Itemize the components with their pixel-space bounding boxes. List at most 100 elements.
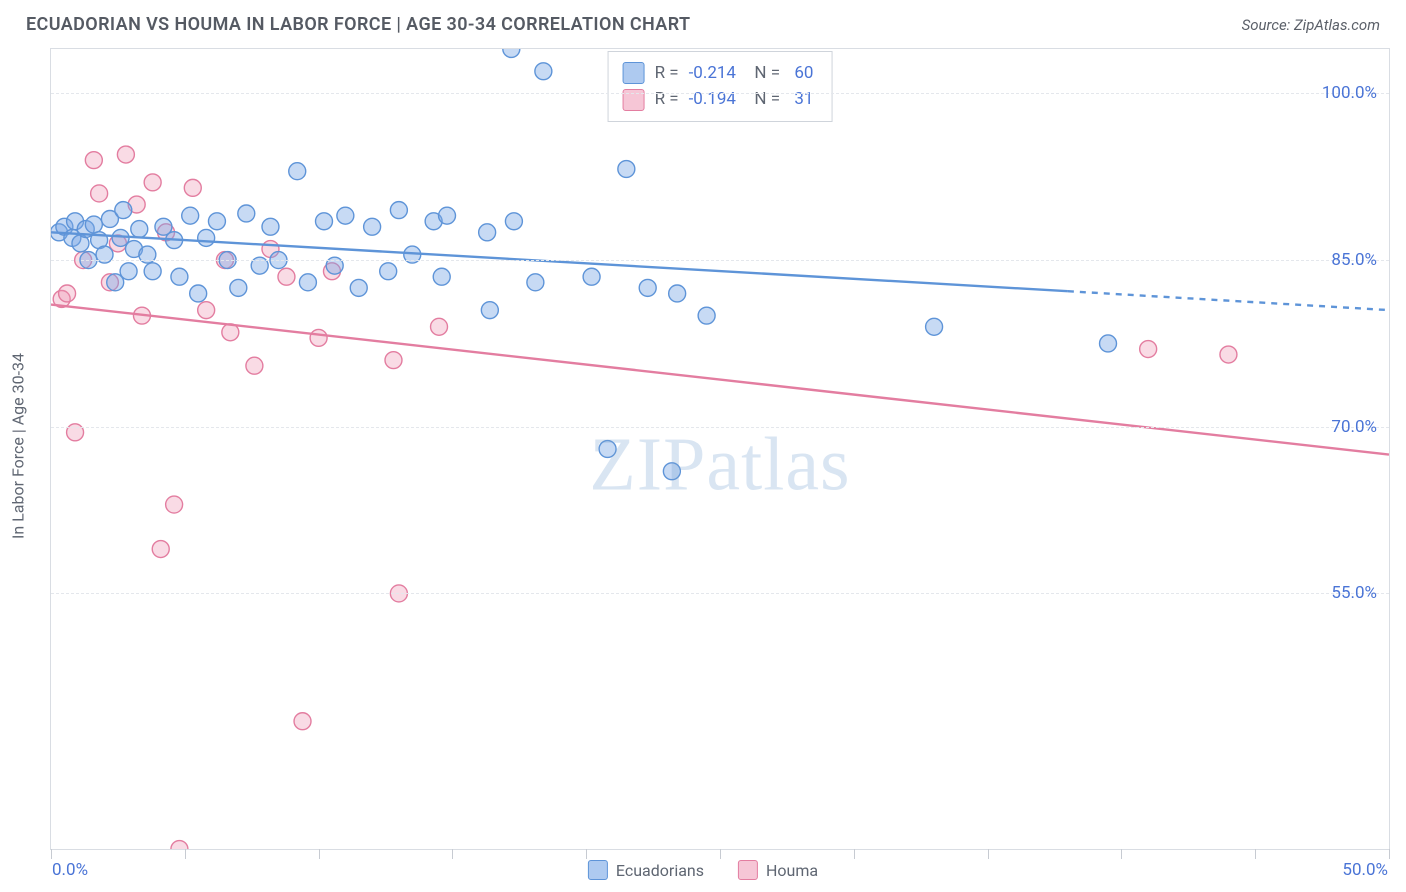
legend-item-houma: Houma	[738, 860, 818, 880]
stat-n-label: N =	[746, 86, 780, 112]
regression-line-ecuadorians	[51, 232, 1068, 291]
stats-row-ecuadorians: R = -0.214 N = 60	[623, 60, 814, 86]
plot-area: ZIPatlas R = -0.214 N = 60 R = -0.194 N …	[51, 49, 1389, 849]
data-point-ecuadorians	[390, 202, 407, 219]
x-min-label: 0.0%	[52, 860, 88, 880]
data-point-ecuadorians	[503, 49, 520, 57]
data-point-houma	[91, 185, 108, 202]
data-point-ecuadorians	[535, 63, 552, 80]
y-tick-label: 55.0%	[1331, 583, 1377, 603]
grid-line	[51, 593, 1389, 594]
x-tick	[319, 849, 320, 859]
data-point-ecuadorians	[337, 207, 354, 224]
data-point-houma	[294, 713, 311, 730]
data-point-ecuadorians	[171, 268, 188, 285]
x-max-label: 50.0%	[1342, 860, 1388, 880]
x-tick	[720, 849, 721, 859]
data-point-ecuadorians	[433, 268, 450, 285]
data-point-houma	[117, 146, 134, 163]
data-point-ecuadorians	[618, 161, 635, 178]
data-point-ecuadorians	[198, 229, 215, 246]
data-point-ecuadorians	[289, 163, 306, 180]
data-point-ecuadorians	[190, 285, 207, 302]
data-point-ecuadorians	[262, 218, 279, 235]
data-point-ecuadorians	[316, 213, 333, 230]
data-point-houma	[1220, 346, 1237, 363]
data-point-ecuadorians	[364, 218, 381, 235]
data-point-ecuadorians	[527, 274, 544, 291]
grid-line	[51, 427, 1389, 428]
stat-r-value: -0.214	[689, 60, 736, 86]
data-point-houma	[152, 541, 169, 558]
data-point-ecuadorians	[439, 207, 456, 224]
data-point-houma	[184, 179, 201, 196]
data-point-ecuadorians	[669, 285, 686, 302]
legend: Ecuadorians Houma	[588, 860, 818, 880]
y-tick-label: 85.0%	[1331, 250, 1377, 270]
stats-swatch-icon	[623, 62, 645, 84]
x-tick	[586, 849, 587, 859]
data-point-ecuadorians	[599, 441, 616, 458]
data-point-houma	[144, 174, 161, 191]
stat-r-label: R =	[655, 86, 679, 112]
data-point-ecuadorians	[350, 279, 367, 296]
stats-swatch-icon	[623, 89, 645, 111]
grid-line	[51, 260, 1389, 261]
data-point-ecuadorians	[698, 307, 715, 324]
data-point-ecuadorians	[505, 213, 522, 230]
x-tick	[988, 849, 989, 859]
data-point-houma	[246, 357, 263, 374]
chart-area: ZIPatlas R = -0.214 N = 60 R = -0.194 N …	[50, 48, 1390, 850]
data-point-houma	[1140, 341, 1157, 358]
stat-n-value: 60	[790, 60, 813, 86]
regression-line-houma	[51, 305, 1389, 455]
stat-r-value: -0.194	[689, 86, 736, 112]
data-point-houma	[59, 285, 76, 302]
legend-label: Houma	[766, 861, 818, 880]
data-point-houma	[310, 329, 327, 346]
y-tick-label: 100.0%	[1322, 83, 1377, 103]
data-point-ecuadorians	[182, 207, 199, 224]
regression-extension-ecuadorians	[1068, 291, 1389, 310]
data-point-houma	[85, 152, 102, 169]
legend-item-ecuadorians: Ecuadorians	[588, 860, 704, 880]
grid-line	[51, 93, 1389, 94]
data-point-ecuadorians	[120, 263, 137, 280]
stat-n-value: 31	[790, 86, 813, 112]
correlation-stats-box: R = -0.214 N = 60 R = -0.194 N = 31	[608, 51, 833, 122]
chart-title: ECUADORIAN VS HOUMA IN LABOR FORCE | AGE…	[26, 14, 690, 35]
x-tick	[185, 849, 186, 859]
data-point-houma	[431, 318, 448, 335]
data-point-ecuadorians	[144, 263, 161, 280]
data-point-houma	[171, 841, 188, 849]
data-point-houma	[166, 496, 183, 513]
y-axis-label: In Labor Force | Age 30-34	[9, 353, 28, 539]
x-tick	[1389, 849, 1390, 859]
data-point-houma	[278, 268, 295, 285]
legend-swatch-icon	[588, 860, 608, 880]
data-point-ecuadorians	[238, 205, 255, 222]
data-point-ecuadorians	[479, 224, 496, 241]
data-point-ecuadorians	[639, 279, 656, 296]
data-point-ecuadorians	[583, 268, 600, 285]
source-attribution: Source: ZipAtlas.com	[1242, 16, 1380, 34]
legend-label: Ecuadorians	[616, 861, 704, 880]
data-point-ecuadorians	[208, 213, 225, 230]
data-point-houma	[198, 302, 215, 319]
stat-r-label: R =	[655, 60, 679, 86]
data-point-ecuadorians	[299, 274, 316, 291]
data-point-ecuadorians	[1100, 335, 1117, 352]
x-tick	[854, 849, 855, 859]
data-point-ecuadorians	[663, 463, 680, 480]
legend-swatch-icon	[738, 860, 758, 880]
data-point-ecuadorians	[115, 202, 132, 219]
data-point-ecuadorians	[230, 279, 247, 296]
x-tick	[452, 849, 453, 859]
x-tick	[1121, 849, 1122, 859]
x-tick	[51, 849, 52, 859]
stats-row-houma: R = -0.194 N = 31	[623, 86, 814, 112]
data-point-ecuadorians	[380, 263, 397, 280]
data-point-ecuadorians	[131, 221, 148, 238]
data-point-ecuadorians	[926, 318, 943, 335]
data-point-ecuadorians	[85, 216, 102, 233]
